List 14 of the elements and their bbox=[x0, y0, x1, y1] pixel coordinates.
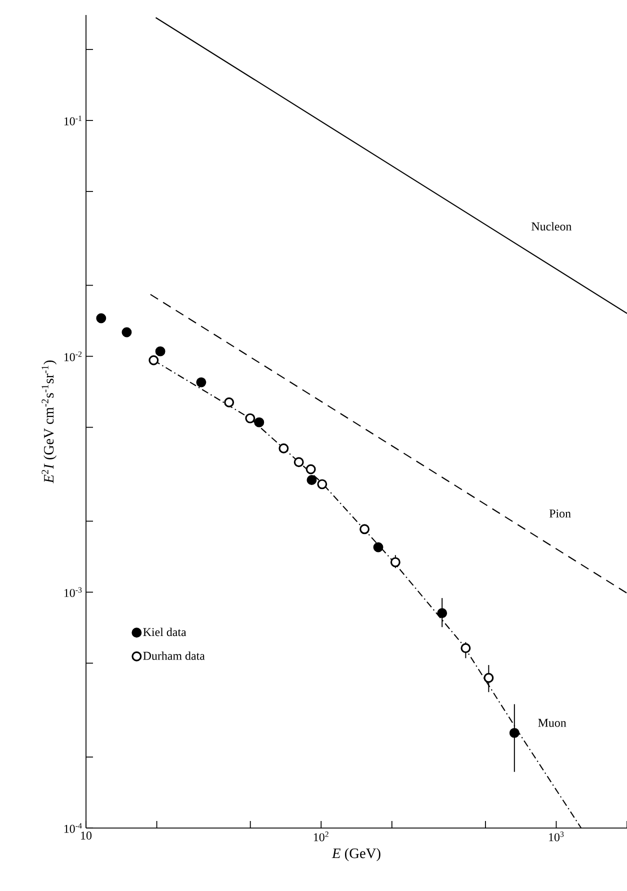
x-tick-label: 10$^{2}$ bbox=[314, 832, 328, 842]
x-axis-title: E (GeV) bbox=[332, 848, 380, 862]
text: E$^{2}$I (GeV cm$^{-2}$s$^{-1}$sr$^{-1}$) bbox=[42, 360, 57, 484]
x-tick-label: 10 bbox=[81, 832, 92, 840]
x-tick-label: 10$^{3}$ bbox=[549, 832, 564, 842]
y-tick-label: 10$^{-1}$ bbox=[64, 116, 82, 126]
y-tick-label: 10$^{-2}$ bbox=[64, 351, 82, 362]
legend-label: Kiel data bbox=[143, 628, 186, 636]
series-label: Muon bbox=[538, 718, 566, 727]
series-label: Nucleon bbox=[532, 222, 572, 230]
series-label: Pion bbox=[549, 510, 571, 518]
y-tick-label: 10$^{-4}$ bbox=[64, 823, 82, 833]
y-tick-label: 10$^{-3}$ bbox=[64, 587, 82, 598]
legend-label: Durham data bbox=[143, 651, 205, 660]
